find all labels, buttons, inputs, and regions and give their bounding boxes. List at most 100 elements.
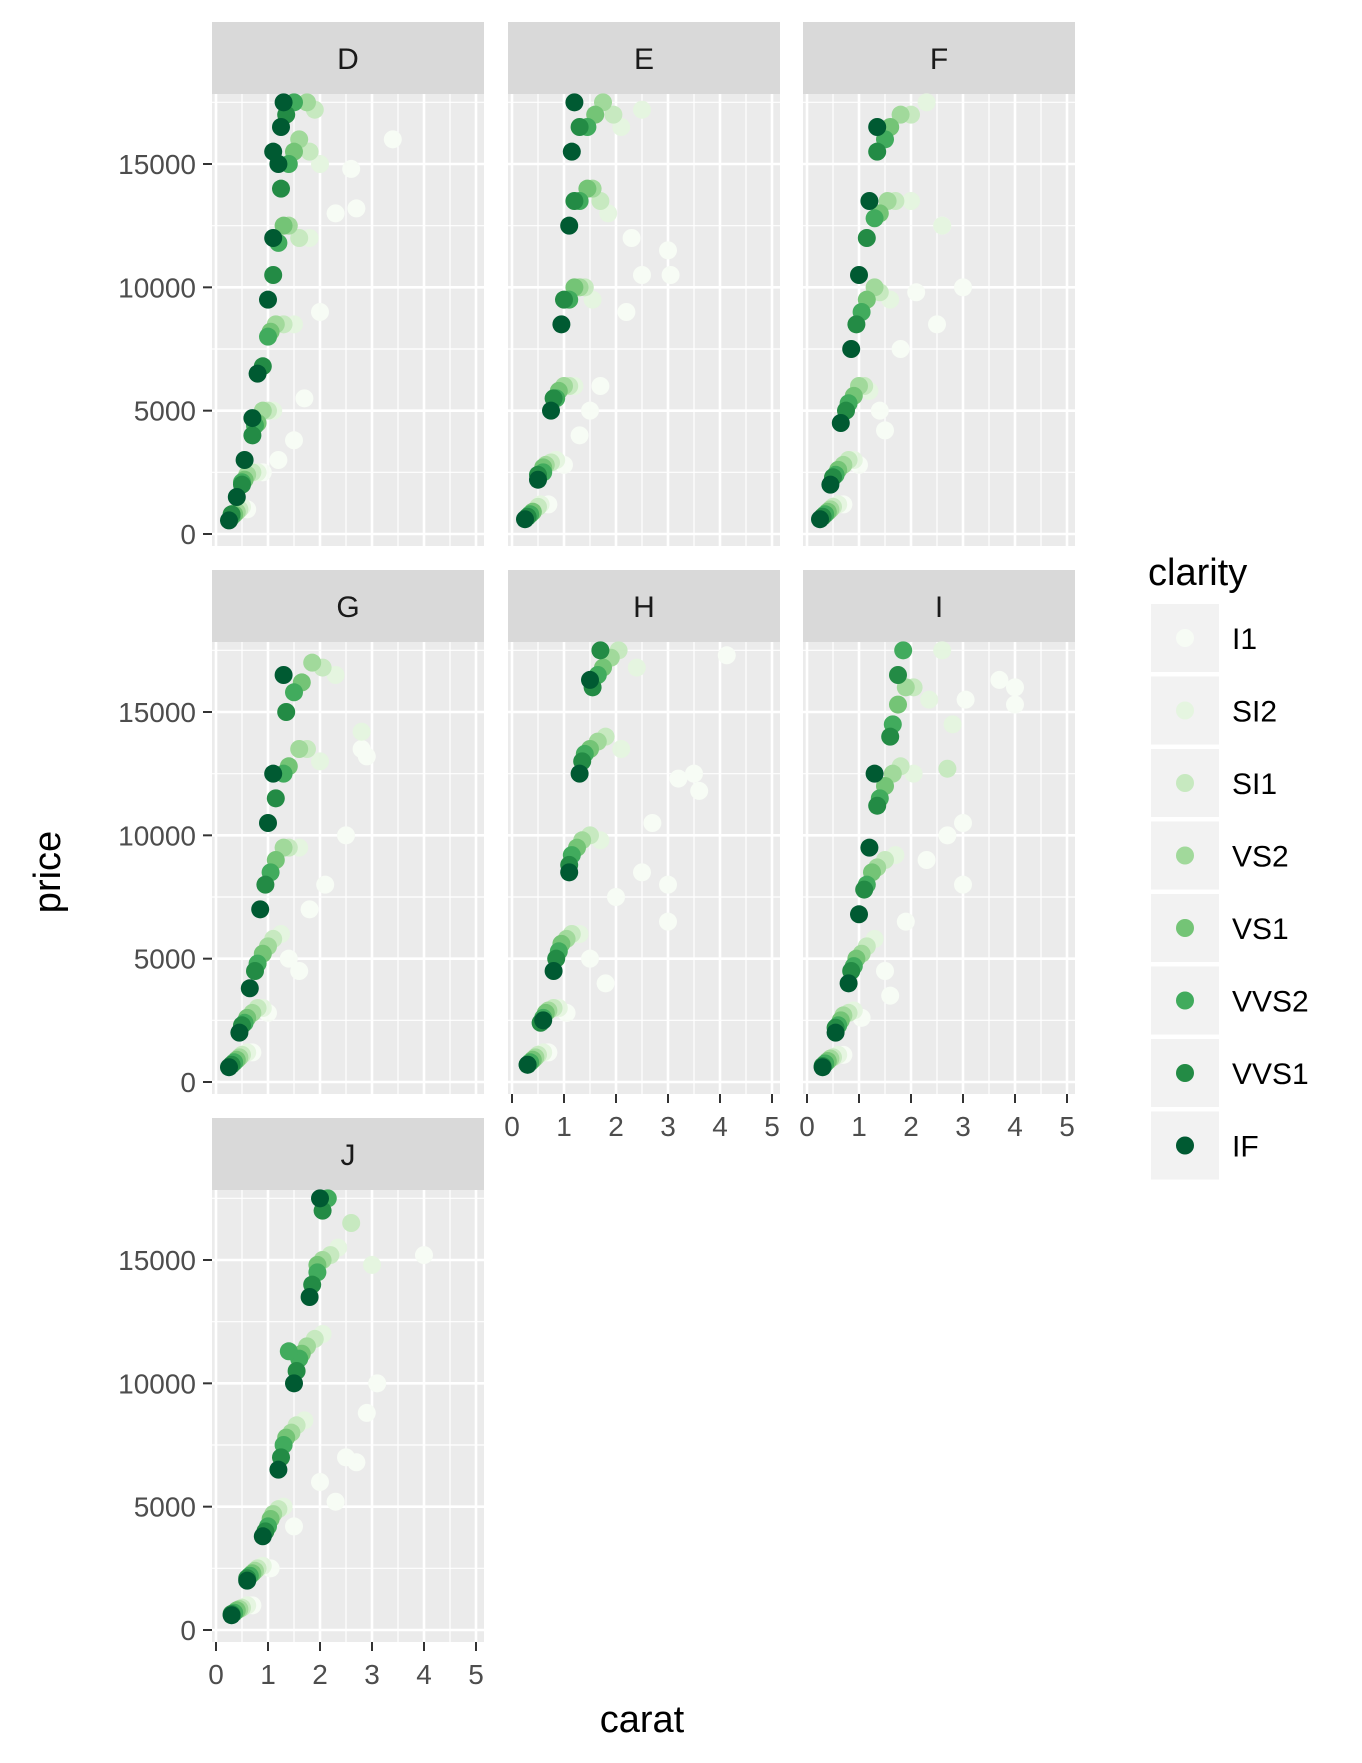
data-point	[850, 905, 868, 924]
data-point	[264, 229, 283, 247]
y-tick-label: 10000	[118, 820, 196, 851]
y-axis-title: price	[27, 831, 69, 913]
data-point	[290, 229, 309, 247]
data-point	[938, 826, 957, 845]
data-point	[685, 764, 703, 783]
data-point	[300, 1288, 319, 1306]
data-point	[518, 1055, 537, 1074]
data-point	[633, 863, 651, 882]
data-point	[591, 377, 610, 395]
data-point	[259, 327, 277, 346]
data-point	[285, 683, 303, 702]
data-point	[342, 1214, 361, 1232]
data-point	[633, 266, 651, 284]
data-point	[633, 100, 651, 119]
facet-panel-D: D 0 5000 10000 15000	[118, 22, 484, 550]
data-point	[954, 814, 972, 832]
x-tick-label: 4	[1007, 1111, 1023, 1142]
data-point	[274, 216, 293, 235]
data-point	[272, 118, 290, 136]
data-point	[279, 1342, 298, 1361]
data-point	[279, 949, 298, 968]
data-point	[357, 747, 376, 766]
data-point	[870, 401, 889, 420]
x-tick-label: 0	[208, 1659, 224, 1690]
data-point	[907, 283, 926, 302]
facet-strip	[508, 22, 780, 94]
data-point	[690, 781, 709, 800]
data-point	[917, 851, 936, 869]
y-tick-label: 15000	[118, 149, 196, 180]
data-point	[300, 142, 319, 161]
data-point	[860, 192, 879, 210]
data-point	[264, 266, 283, 284]
data-point	[300, 900, 319, 919]
data-point	[868, 142, 887, 161]
facet-label: D	[337, 43, 359, 76]
data-point	[337, 826, 355, 845]
data-point	[277, 703, 296, 721]
legend-label: SI1	[1232, 768, 1277, 801]
y-tick-label: 15000	[118, 697, 196, 728]
data-point	[246, 962, 264, 980]
data-point	[230, 1023, 249, 1042]
facet-strip	[803, 570, 1075, 642]
data-point	[264, 142, 283, 161]
data-point	[891, 105, 910, 124]
data-point	[542, 401, 560, 420]
data-point	[943, 715, 962, 734]
facet-panel-J: J 0 5000 10000 15000 0 1 2 3 4 5	[118, 1118, 484, 1690]
data-point	[570, 426, 589, 445]
data-point	[855, 880, 874, 899]
data-point	[591, 641, 610, 660]
legend-label: VS2	[1232, 841, 1289, 874]
data-point	[659, 241, 677, 260]
data-point	[920, 690, 939, 709]
data-point	[659, 912, 677, 931]
data-point	[933, 641, 952, 660]
data-point	[269, 451, 288, 469]
facet-panel-E: E	[508, 22, 780, 546]
data-point	[581, 949, 599, 968]
facet-label: G	[336, 591, 359, 624]
data-point	[661, 266, 680, 284]
x-tick-label: 3	[955, 1111, 971, 1142]
legend-swatch	[1176, 1136, 1194, 1155]
data-point	[342, 159, 361, 178]
data-point	[889, 695, 907, 714]
data-point	[607, 888, 625, 906]
data-point	[826, 1023, 845, 1042]
facet-panel-G: G 0 5000 10000 15000	[118, 570, 484, 1098]
data-point	[347, 199, 366, 218]
data-point	[251, 900, 270, 919]
data-point	[352, 722, 371, 741]
legend-swatch	[1176, 774, 1194, 792]
facet-label: J	[341, 1139, 356, 1172]
y-tick-label: 10000	[118, 272, 196, 303]
legend-swatch	[1176, 919, 1194, 937]
facet-label: F	[930, 43, 948, 76]
data-point	[570, 118, 589, 136]
data-point	[876, 962, 894, 980]
x-tick-label: 4	[712, 1111, 728, 1142]
legend-label: VVS2	[1232, 986, 1309, 1019]
data-point	[570, 764, 589, 783]
legend-swatch	[1176, 991, 1194, 1010]
facet-label: E	[634, 43, 654, 76]
data-point	[243, 426, 262, 445]
data-point	[956, 690, 975, 709]
legend-swatch	[1176, 846, 1194, 865]
x-tick-label: 2	[608, 1111, 624, 1142]
data-point	[917, 93, 936, 112]
data-point	[220, 1058, 238, 1077]
data-point	[627, 658, 646, 677]
data-point	[865, 764, 884, 783]
data-point	[240, 979, 259, 998]
x-tick-label: 0	[799, 1111, 815, 1142]
data-point	[274, 666, 293, 684]
facet-strip	[508, 570, 780, 642]
data-point	[813, 1058, 832, 1077]
data-point	[220, 511, 238, 530]
data-point	[272, 179, 290, 198]
